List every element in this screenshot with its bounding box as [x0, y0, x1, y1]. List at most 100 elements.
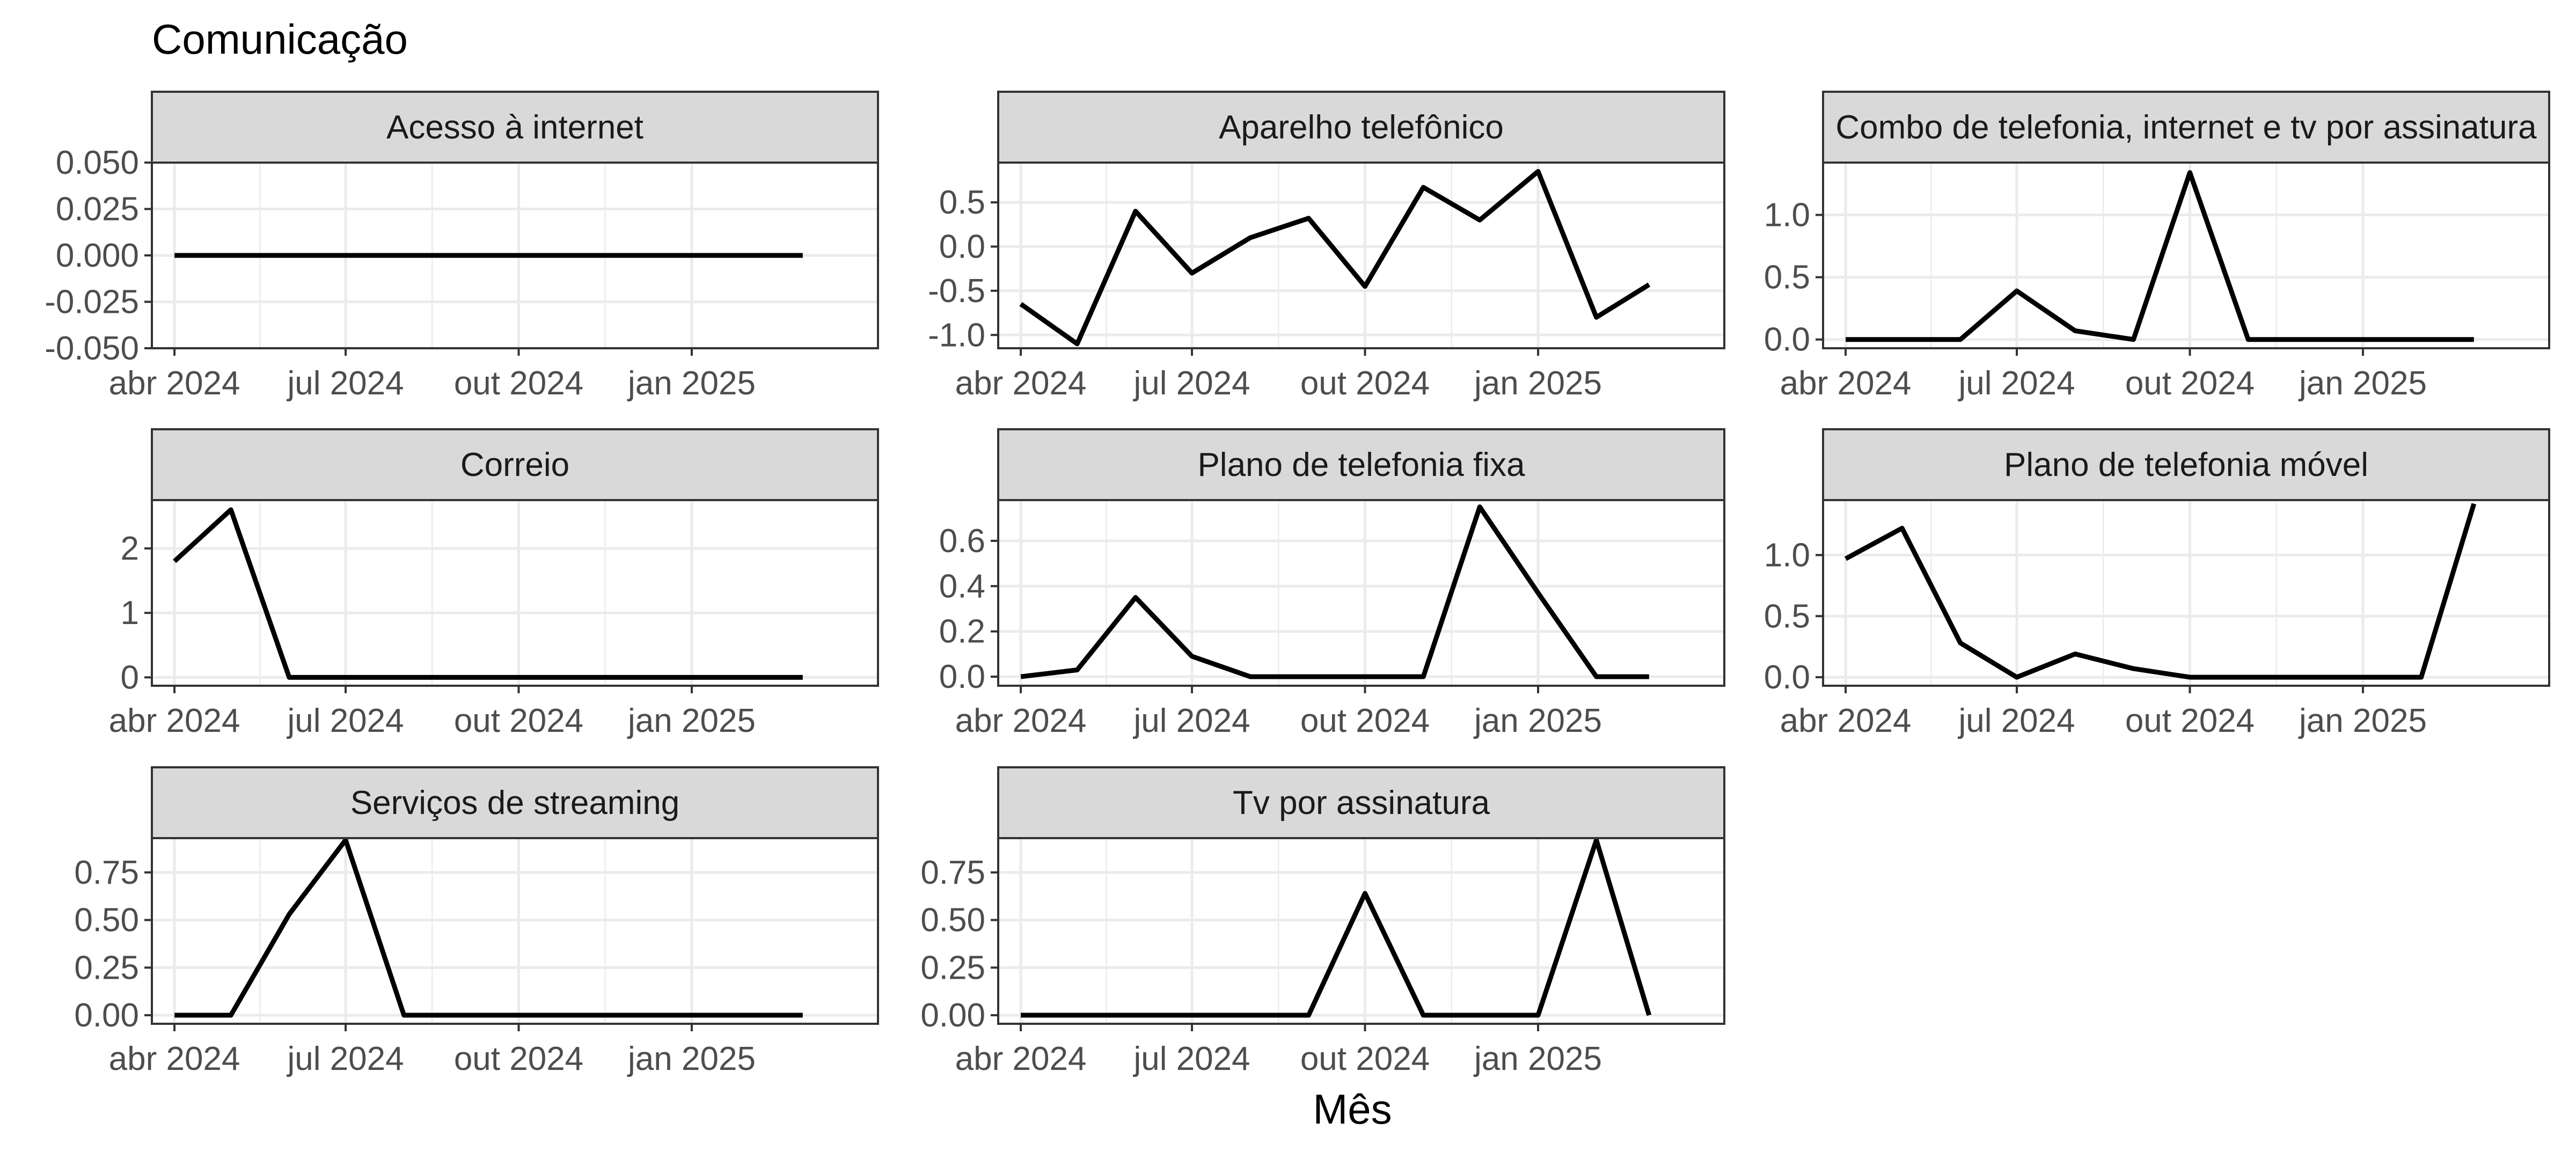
x-tick-label: jan 2025: [2298, 702, 2427, 739]
y-tick-label: 0.00: [920, 997, 985, 1034]
x-tick-label: jan 2025: [1473, 702, 1602, 739]
panel-border: [151, 837, 879, 1025]
series-line: [1020, 504, 1649, 679]
x-tick-label: abr 2024: [1780, 365, 1912, 402]
facet-strip: [151, 91, 879, 164]
x-tick-label: jan 2025: [1473, 365, 1602, 402]
y-tick-label: 0.75: [74, 854, 139, 891]
x-tick-label: out 2024: [454, 365, 583, 402]
x-tick-label: abr 2024: [109, 702, 240, 739]
y-tick-label: 0.5: [1764, 259, 1810, 296]
y-tick-label: 0.25: [920, 949, 985, 986]
facet-panel: Correio 0 1 2 abr 2024 jul 2024 out 2024 jan 20…: [109, 428, 879, 739]
series-line: [1019, 169, 1651, 347]
facet-strip: [997, 766, 1725, 839]
y-tick-label: 0.025: [56, 191, 139, 228]
x-tick-label: jan 2025: [1473, 1040, 1602, 1077]
x-tick-label: out 2024: [454, 1040, 583, 1077]
x-tick-label: jul 2024: [1957, 365, 2075, 402]
x-tick-label: jul 2024: [286, 365, 404, 402]
panel-border: [997, 499, 1725, 687]
y-tick-label: 0: [121, 659, 139, 696]
x-tick-label: jan 2025: [2298, 365, 2427, 402]
facet-strip-label: Plano de telefonia móvel: [2004, 446, 2368, 483]
facet-strip: [1822, 91, 2550, 164]
panel-border: [1822, 499, 2550, 687]
x-tick-label: abr 2024: [955, 1040, 1087, 1077]
facet-panels: Acesso à internet-0.050-0.0250.0000.0250…: [45, 91, 2550, 1077]
facet-strip-label: Tv por assinatura: [1233, 784, 1490, 821]
facet-strip-label: Plano de telefonia fixa: [1197, 446, 1525, 483]
x-axis-title: Mês: [1313, 1085, 1392, 1133]
series-line: [1844, 503, 2477, 680]
facet-strip: [1822, 428, 2550, 501]
y-tick-label: 0.50: [74, 902, 139, 939]
x-tick-label: abr 2024: [1780, 702, 1912, 739]
y-tick-label: 0.0: [1764, 659, 1810, 696]
series-line: [173, 507, 803, 680]
facet-strip-label: Acesso à internet: [386, 109, 643, 146]
facet-panel: Serviços de streaming 0.00 0.25 0.50 0.75 abr…: [74, 766, 879, 1077]
y-tick-label: -0.025: [45, 284, 139, 321]
y-tick-label: 0.6: [939, 523, 985, 560]
x-tick-label: jan 2025: [627, 702, 756, 739]
facet-panel: Combo de telefonia, internet e tv por as…: [1764, 91, 2550, 402]
facet-panel: Aparelho telefônico -1.0 -0.5 0.0 0.5 abr 202…: [928, 91, 1725, 402]
x-tick-label: jan 2025: [627, 1040, 756, 1077]
y-tick-label: -0.050: [45, 330, 139, 367]
x-tick-label: jul 2024: [1132, 702, 1250, 739]
panel-border: [1822, 162, 2550, 349]
y-tick-label: 0.4: [939, 568, 985, 605]
facet-strip-label: Combo de telefonia, internet e tv por as…: [1835, 109, 2537, 146]
y-tick-label: 0.75: [920, 854, 985, 891]
panel-border: [997, 162, 1725, 349]
x-tick-label: out 2024: [2125, 365, 2255, 402]
y-tick-label: 0.000: [56, 237, 139, 274]
x-tick-label: out 2024: [1300, 365, 1430, 402]
facet-panel: Tv por assinatura 0.00 0.25 0.50 0.75 abr 202…: [920, 766, 1725, 1077]
series-line: [1846, 170, 2474, 342]
y-tick-label: 1.0: [1764, 197, 1810, 234]
y-tick-label: 0.50: [920, 902, 985, 939]
y-tick-label: -0.5: [928, 273, 985, 310]
facet-strip: [997, 428, 1725, 501]
x-tick-label: out 2024: [1300, 1040, 1430, 1077]
panel-border: [997, 837, 1725, 1025]
y-tick-label: 0.0: [1764, 321, 1810, 358]
x-tick-label: abr 2024: [955, 702, 1087, 739]
y-tick-label: 0.5: [1764, 598, 1810, 635]
x-tick-label: jul 2024: [1132, 365, 1250, 402]
y-tick-label: 0.050: [56, 144, 139, 181]
x-tick-label: abr 2024: [109, 1040, 240, 1077]
y-tick-label: 1.0: [1764, 537, 1810, 574]
facet-strip: [151, 428, 879, 501]
x-tick-label: abr 2024: [955, 365, 1087, 402]
facet-panel: Plano de telefonia fixa 0.0 0.2 0.4 0.6 abr 2…: [939, 428, 1725, 739]
x-tick-label: out 2024: [454, 702, 583, 739]
series-line: [1021, 838, 1652, 1018]
x-tick-label: out 2024: [1300, 702, 1430, 739]
x-tick-label: jul 2024: [286, 702, 404, 739]
panel-border: [151, 499, 879, 687]
y-tick-label: -1.0: [928, 317, 985, 354]
y-tick-label: 0.0: [939, 658, 985, 695]
facet-panel: Acesso à internet -0.050 -0.025 0.000 0.025 0…: [45, 91, 879, 402]
x-tick-label: out 2024: [2125, 702, 2255, 739]
facet-strip-label: Aparelho telefônico: [1219, 109, 1504, 146]
x-tick-label: jul 2024: [1957, 702, 2075, 739]
y-tick-label: 0.2: [939, 613, 985, 650]
y-tick-label: 2: [121, 530, 139, 567]
x-tick-label: jan 2025: [627, 365, 756, 402]
x-tick-label: jul 2024: [286, 1040, 404, 1077]
y-tick-label: 1: [121, 595, 139, 632]
facet-panel: Plano de telefonia móvel 0.0 0.5 1.0 abr 202…: [1764, 428, 2550, 739]
y-tick-label: 0.5: [939, 184, 985, 221]
y-tick-label: 0.00: [74, 997, 139, 1034]
facet-strip-label: Correio: [460, 446, 569, 483]
series-line: [174, 838, 803, 1018]
x-tick-label: abr 2024: [109, 365, 240, 402]
x-tick-label: jul 2024: [1132, 1040, 1250, 1077]
chart-title: Comunicação: [152, 16, 408, 63]
